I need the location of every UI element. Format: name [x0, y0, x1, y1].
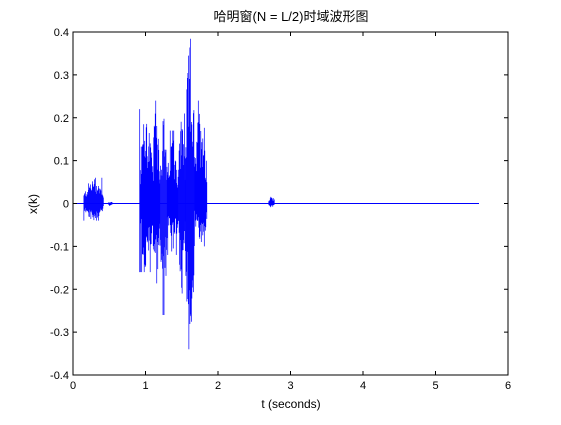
- waveform-burst: [268, 196, 275, 208]
- y-tick-label: 0.3: [54, 70, 69, 82]
- x-tick-label: 3: [287, 380, 293, 392]
- y-tick-label: 0.4: [54, 27, 69, 39]
- y-axis-ticks: -0.4 -0.3 -0.2 -0.1 0 0.1 0.2 0.3 0.4: [50, 27, 508, 382]
- waveform-burst: [139, 109, 154, 273]
- y-tick-label: 0: [63, 199, 69, 211]
- waveform-burst: [185, 38, 195, 350]
- plot-content: [73, 38, 479, 350]
- waveform-burst: [159, 118, 168, 315]
- x-tick-label: 6: [505, 380, 511, 392]
- y-tick-label: -0.3: [50, 327, 69, 339]
- waveform-burst: [194, 100, 208, 247]
- y-tick-label: -0.1: [50, 241, 69, 253]
- y-tick-label: 0.2: [54, 113, 69, 125]
- waveform-burst: [177, 113, 186, 294]
- x-tick-label: 4: [360, 380, 366, 392]
- chart-title: 哈明窗(N = L/2)时域波形图: [214, 9, 369, 24]
- y-axis-label: x(k): [26, 194, 40, 214]
- x-axis-label: t (seconds): [261, 397, 320, 411]
- waveform-burst: [107, 201, 114, 206]
- x-tick-label: 0: [70, 380, 76, 392]
- waveform-burst: [83, 177, 104, 221]
- y-tick-label: -0.4: [50, 370, 69, 382]
- waveform-burst: [166, 130, 179, 255]
- waveform-burst: [152, 100, 161, 284]
- x-tick-label: 1: [142, 380, 148, 392]
- x-tick-label: 2: [215, 380, 221, 392]
- y-tick-label: -0.2: [50, 284, 69, 296]
- x-axis-ticks: 0 1 2 3 4 5 6: [70, 32, 511, 392]
- x-tick-label: 5: [432, 380, 438, 392]
- y-tick-label: 0.1: [54, 156, 69, 168]
